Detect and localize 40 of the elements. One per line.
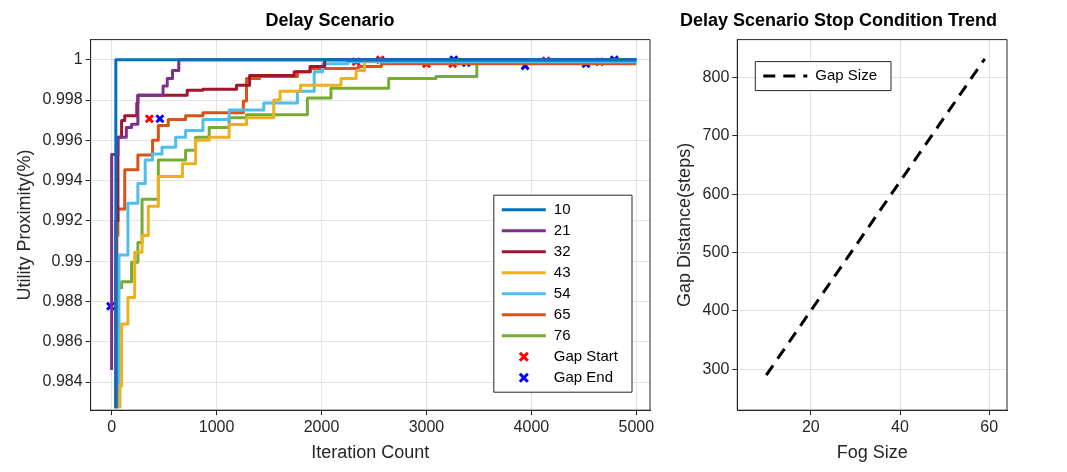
x-axis-title: Fog Size: [836, 442, 908, 463]
x-tick-label: 0: [107, 418, 117, 436]
y-tick-label: 0.986: [42, 332, 83, 350]
y-tick-label: 0.998: [42, 90, 83, 108]
legend-label: 10: [553, 199, 571, 217]
x-axis-title: Iteration Count: [311, 442, 430, 463]
y-tick-label: 800: [702, 67, 730, 85]
y-tick-label: 0.994: [42, 171, 83, 188]
legend-label: Gap End: [553, 367, 614, 385]
x-tick-label: 1000: [198, 418, 235, 436]
x-tick-label: 3000: [408, 418, 445, 436]
y-tick-label: 600: [702, 184, 730, 202]
y-axis-title: Gap Distance(steps): [673, 142, 694, 307]
legend-label: Gap Size: [815, 66, 877, 84]
legend-label: 43: [553, 262, 571, 280]
y-tick-label: 0.99: [51, 251, 83, 269]
y-axis-title: Utility Proximity(%): [13, 149, 34, 301]
legend-label: 21: [553, 220, 571, 238]
legend-label: 32: [553, 241, 571, 259]
x-tick-label: 4000: [513, 418, 550, 436]
chart-title: Delay Scenario: [265, 9, 395, 30]
legend-label: 65: [553, 304, 571, 322]
chart-title: Delay Scenario Stop Condition Trend: [679, 9, 998, 30]
x-tick-label: 60: [980, 418, 999, 436]
x-tick-label: 20: [801, 418, 820, 436]
legend-label: 76: [553, 325, 571, 343]
y-tick-label: 400: [702, 301, 730, 319]
legend-label: Gap Start: [553, 346, 619, 364]
y-tick-label: 0.988: [42, 291, 83, 309]
legend-label: 54: [553, 283, 571, 301]
y-tick-label: 1: [73, 50, 83, 68]
y-tick-label: 700: [702, 126, 730, 144]
x-tick-label: 2000: [303, 418, 340, 436]
y-tick-label: 0.984: [42, 372, 83, 390]
x-tick-label: 40: [891, 418, 910, 436]
y-tick-label: 0.996: [42, 130, 83, 148]
y-tick-label: 500: [702, 243, 730, 261]
x-tick-label: 5000: [618, 418, 655, 436]
y-tick-label: 300: [702, 359, 730, 377]
y-tick-label: 0.992: [42, 211, 83, 229]
